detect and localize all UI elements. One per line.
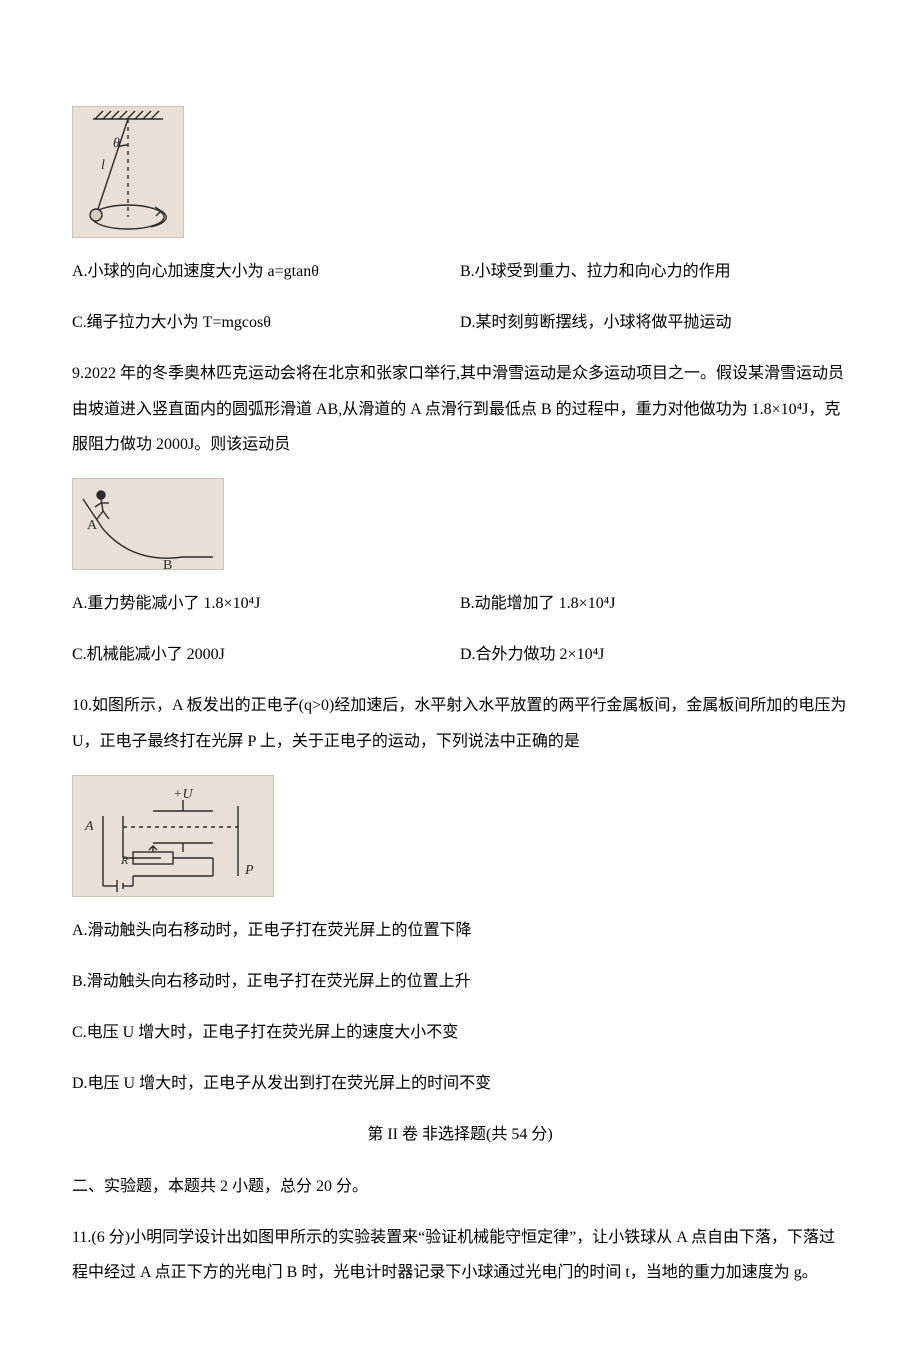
q10-label-R: R	[120, 853, 129, 867]
q10-option-a: A.滑动触头向右移动时，正电子打在荧光屏上的位置下降	[72, 913, 848, 948]
q9-stem: 9.2022 年的冬季奥林匹克运动会将在北京和张家口举行,其中滑雪运动是众多运动…	[72, 356, 848, 462]
section-2-subhead: 二、实验题，本题共 2 小题，总分 20 分。	[72, 1169, 848, 1204]
q8-option-b: B.小球受到重力、拉力和向心力的作用	[460, 254, 848, 289]
q9-label-A: A	[87, 518, 98, 533]
q8-label-theta: θ	[113, 136, 120, 151]
q8-options-row2: C.绳子拉力大小为 T=mgcosθ D.某时刻剪断摆线，小球将做平抛运动	[72, 305, 848, 340]
section-2-title: 第 II 卷 非选择题(共 54 分)	[72, 1117, 848, 1152]
q9-label-B: B	[163, 558, 172, 569]
q9-option-c: C.机械能减小了 2000J	[72, 637, 460, 672]
q8-option-c: C.绳子拉力大小为 T=mgcosθ	[72, 305, 460, 340]
q8-options-row1: A.小球的向心加速度大小为 a=gtanθ B.小球受到重力、拉力和向心力的作用	[72, 254, 848, 289]
q8-option-a: A.小球的向心加速度大小为 a=gtanθ	[72, 254, 460, 289]
q9-option-a: A.重力势能减小了 1.8×10⁴J	[72, 586, 460, 621]
q9-figure: A B	[72, 478, 224, 570]
q11-stem: 11.(6 分)小明同学设计出如图甲所示的实验装置来“验证机械能守恒定律”，让小…	[72, 1220, 848, 1290]
q10-label-P: P	[244, 863, 254, 878]
q10-stem: 10.如图所示，A 板发出的正电子(q>0)经加速后，水平射入水平放置的两平行金…	[72, 688, 848, 758]
q8-label-l: l	[101, 158, 105, 173]
q9-options-row1: A.重力势能减小了 1.8×10⁴J B.动能增加了 1.8×10⁴J	[72, 586, 848, 621]
q10-option-c: C.电压 U 增大时，正电子打在荧光屏上的速度大小不变	[72, 1015, 848, 1050]
q10-figure: A +U P R	[72, 775, 274, 897]
q10-label-U: +U	[173, 787, 193, 802]
q9-option-b: B.动能增加了 1.8×10⁴J	[460, 586, 848, 621]
q9-option-d: D.合外力做功 2×10⁴J	[460, 637, 848, 672]
q10-label-A: A	[84, 819, 94, 834]
q9-options-row2: C.机械能减小了 2000J D.合外力做功 2×10⁴J	[72, 637, 848, 672]
q10-option-b: B.滑动触头向右移动时，正电子打在荧光屏上的位置上升	[72, 964, 848, 999]
q8-figure: l θ	[72, 106, 184, 238]
q8-option-d: D.某时刻剪断摆线，小球将做平抛运动	[460, 305, 848, 340]
q10-option-d: D.电压 U 增大时，正电子从发出到打在荧光屏上的时间不变	[72, 1066, 848, 1101]
